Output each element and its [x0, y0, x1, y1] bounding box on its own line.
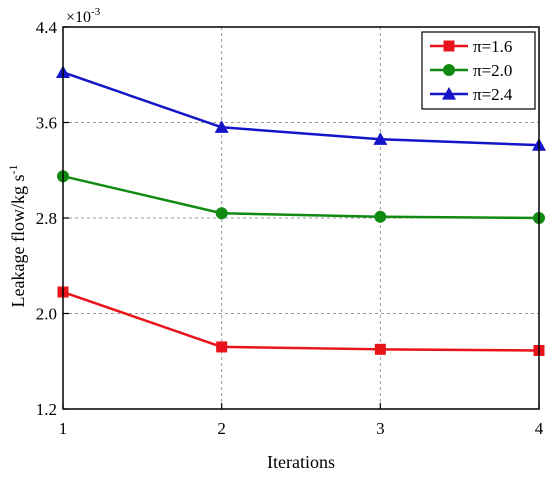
- y-tick-label: 2.8: [36, 209, 57, 228]
- legend-label: π=1.6: [473, 37, 512, 56]
- legend-marker: [443, 64, 455, 76]
- y-axis-label-superscript: -1: [6, 165, 20, 175]
- y-tick-label: 1.2: [36, 400, 57, 419]
- data-point: [216, 341, 228, 353]
- series-1: [57, 286, 545, 357]
- y-axis-label: Leakage flow/kg s-1: [6, 165, 28, 308]
- x-tick-label: 4: [535, 419, 544, 438]
- axis-ticks: 1.2 2.0 2.8 3.6 4.4 1 2 3 4: [36, 18, 544, 438]
- y-multiplier-base: ×10: [66, 9, 91, 26]
- x-tick-label: 3: [376, 419, 385, 438]
- data-point: [374, 210, 387, 223]
- legend-marker: [443, 40, 455, 52]
- y-tick-label: 4.4: [36, 18, 58, 37]
- data-point: [374, 343, 386, 355]
- data-point: [214, 120, 229, 133]
- x-axis-label: Iterations: [267, 452, 335, 472]
- data-point: [215, 207, 228, 220]
- legend-label: π=2.4: [473, 85, 513, 104]
- y-multiplier-label: ×10-3: [66, 6, 101, 26]
- y-multiplier-exponent: -3: [91, 6, 101, 18]
- data-point: [373, 132, 388, 145]
- legend-label: π=2.0: [473, 61, 512, 80]
- series-line: [62, 290, 540, 352]
- series-2: [57, 170, 545, 224]
- series-line: [62, 175, 540, 220]
- series-line: [62, 71, 540, 147]
- legend: π=1.6 π=2.0 π=2.4: [421, 31, 536, 110]
- y-tick-label: 3.6: [36, 114, 57, 133]
- x-tick-label: 1: [59, 419, 68, 438]
- y-tick-label: 2.0: [36, 305, 57, 324]
- y-axis-label-main: Leakage flow/kg s: [8, 175, 28, 308]
- legend-marker: [442, 87, 456, 100]
- x-tick-label: 2: [217, 419, 226, 438]
